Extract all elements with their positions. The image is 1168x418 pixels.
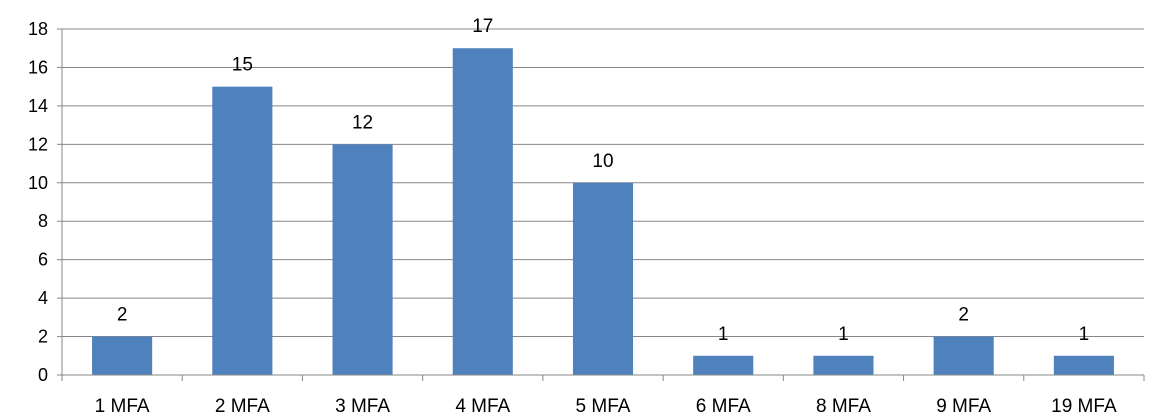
x-category-label: 1 MFA: [95, 396, 150, 417]
y-tick-label: 4: [38, 288, 48, 308]
y-tick-label: 8: [38, 211, 48, 231]
x-category-label: 19 MFA: [1051, 396, 1117, 417]
data-label: 17: [472, 16, 493, 37]
y-tick-label: 2: [38, 327, 48, 347]
x-category-label: 2 MFA: [215, 396, 270, 417]
y-tick-label: 12: [28, 134, 48, 154]
data-label: 15: [232, 55, 253, 76]
data-label: 2: [958, 305, 969, 326]
x-category-label: 5 MFA: [576, 396, 631, 417]
bar: [693, 355, 754, 375]
bar: [933, 336, 994, 375]
data-label: 2: [117, 305, 128, 326]
y-tick-label: 6: [38, 250, 48, 270]
data-label: 12: [352, 112, 373, 133]
x-category-label: 4 MFA: [455, 396, 510, 417]
data-label: 1: [1079, 324, 1090, 345]
y-tick-label: 0: [38, 365, 48, 385]
axes: [57, 28, 1145, 381]
bar: [92, 336, 153, 375]
data-label: 1: [838, 324, 849, 345]
y-tick-label: 10: [28, 173, 48, 193]
bar: [813, 355, 874, 375]
y-tick-label: 18: [28, 19, 48, 39]
x-category-label: 8 MFA: [816, 396, 871, 417]
bar: [452, 48, 513, 375]
bar: [332, 144, 393, 375]
x-category-label: 9 MFA: [936, 396, 991, 417]
data-label: 1: [718, 324, 729, 345]
y-axis-tick-labels: 0 2 4 6 8 10 12 14 16 18: [28, 19, 48, 385]
x-axis-category-labels: 1 MFA 2 MFA 3 MFA 4 MFA 5 MFA 6 MFA 8 MFA 9 MFA…: [95, 396, 1117, 417]
x-category-label: 6 MFA: [696, 396, 751, 417]
x-category-label: 3 MFA: [335, 396, 390, 417]
bar: [1053, 355, 1114, 375]
bar: [572, 182, 634, 375]
bar: [212, 86, 273, 376]
y-tick-label: 16: [28, 57, 48, 77]
y-tick-label: 14: [28, 96, 48, 116]
data-label: 10: [592, 151, 613, 172]
bars: [92, 48, 1114, 376]
